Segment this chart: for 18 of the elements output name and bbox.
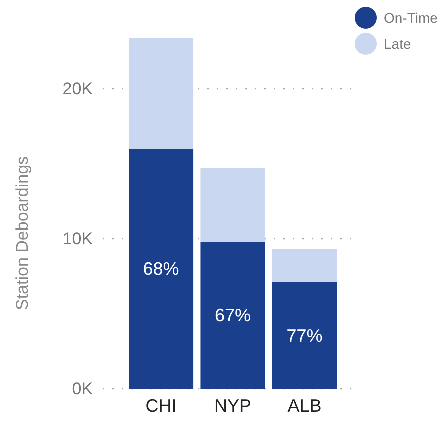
x-tick-label: CHI xyxy=(146,396,177,416)
y-tick-label: 20K xyxy=(62,79,94,98)
y-tick-label: 0K xyxy=(72,379,94,398)
x-tick-label: NYP xyxy=(214,396,252,416)
bar xyxy=(272,282,337,389)
y-axis-title: Station Deboardings xyxy=(13,156,32,311)
bar xyxy=(272,250,337,282)
legend-label: On-Time xyxy=(384,10,438,26)
bar xyxy=(129,38,194,149)
bar xyxy=(200,242,266,389)
y-tick-label: 10K xyxy=(62,229,94,248)
bar xyxy=(129,149,194,389)
annotation: 68% xyxy=(143,259,180,279)
x-tick-label: ALB xyxy=(288,396,322,416)
legend-label: Late xyxy=(384,36,412,52)
bar xyxy=(200,168,266,242)
annotation: 67% xyxy=(214,306,252,326)
annotation: 77% xyxy=(286,326,323,346)
